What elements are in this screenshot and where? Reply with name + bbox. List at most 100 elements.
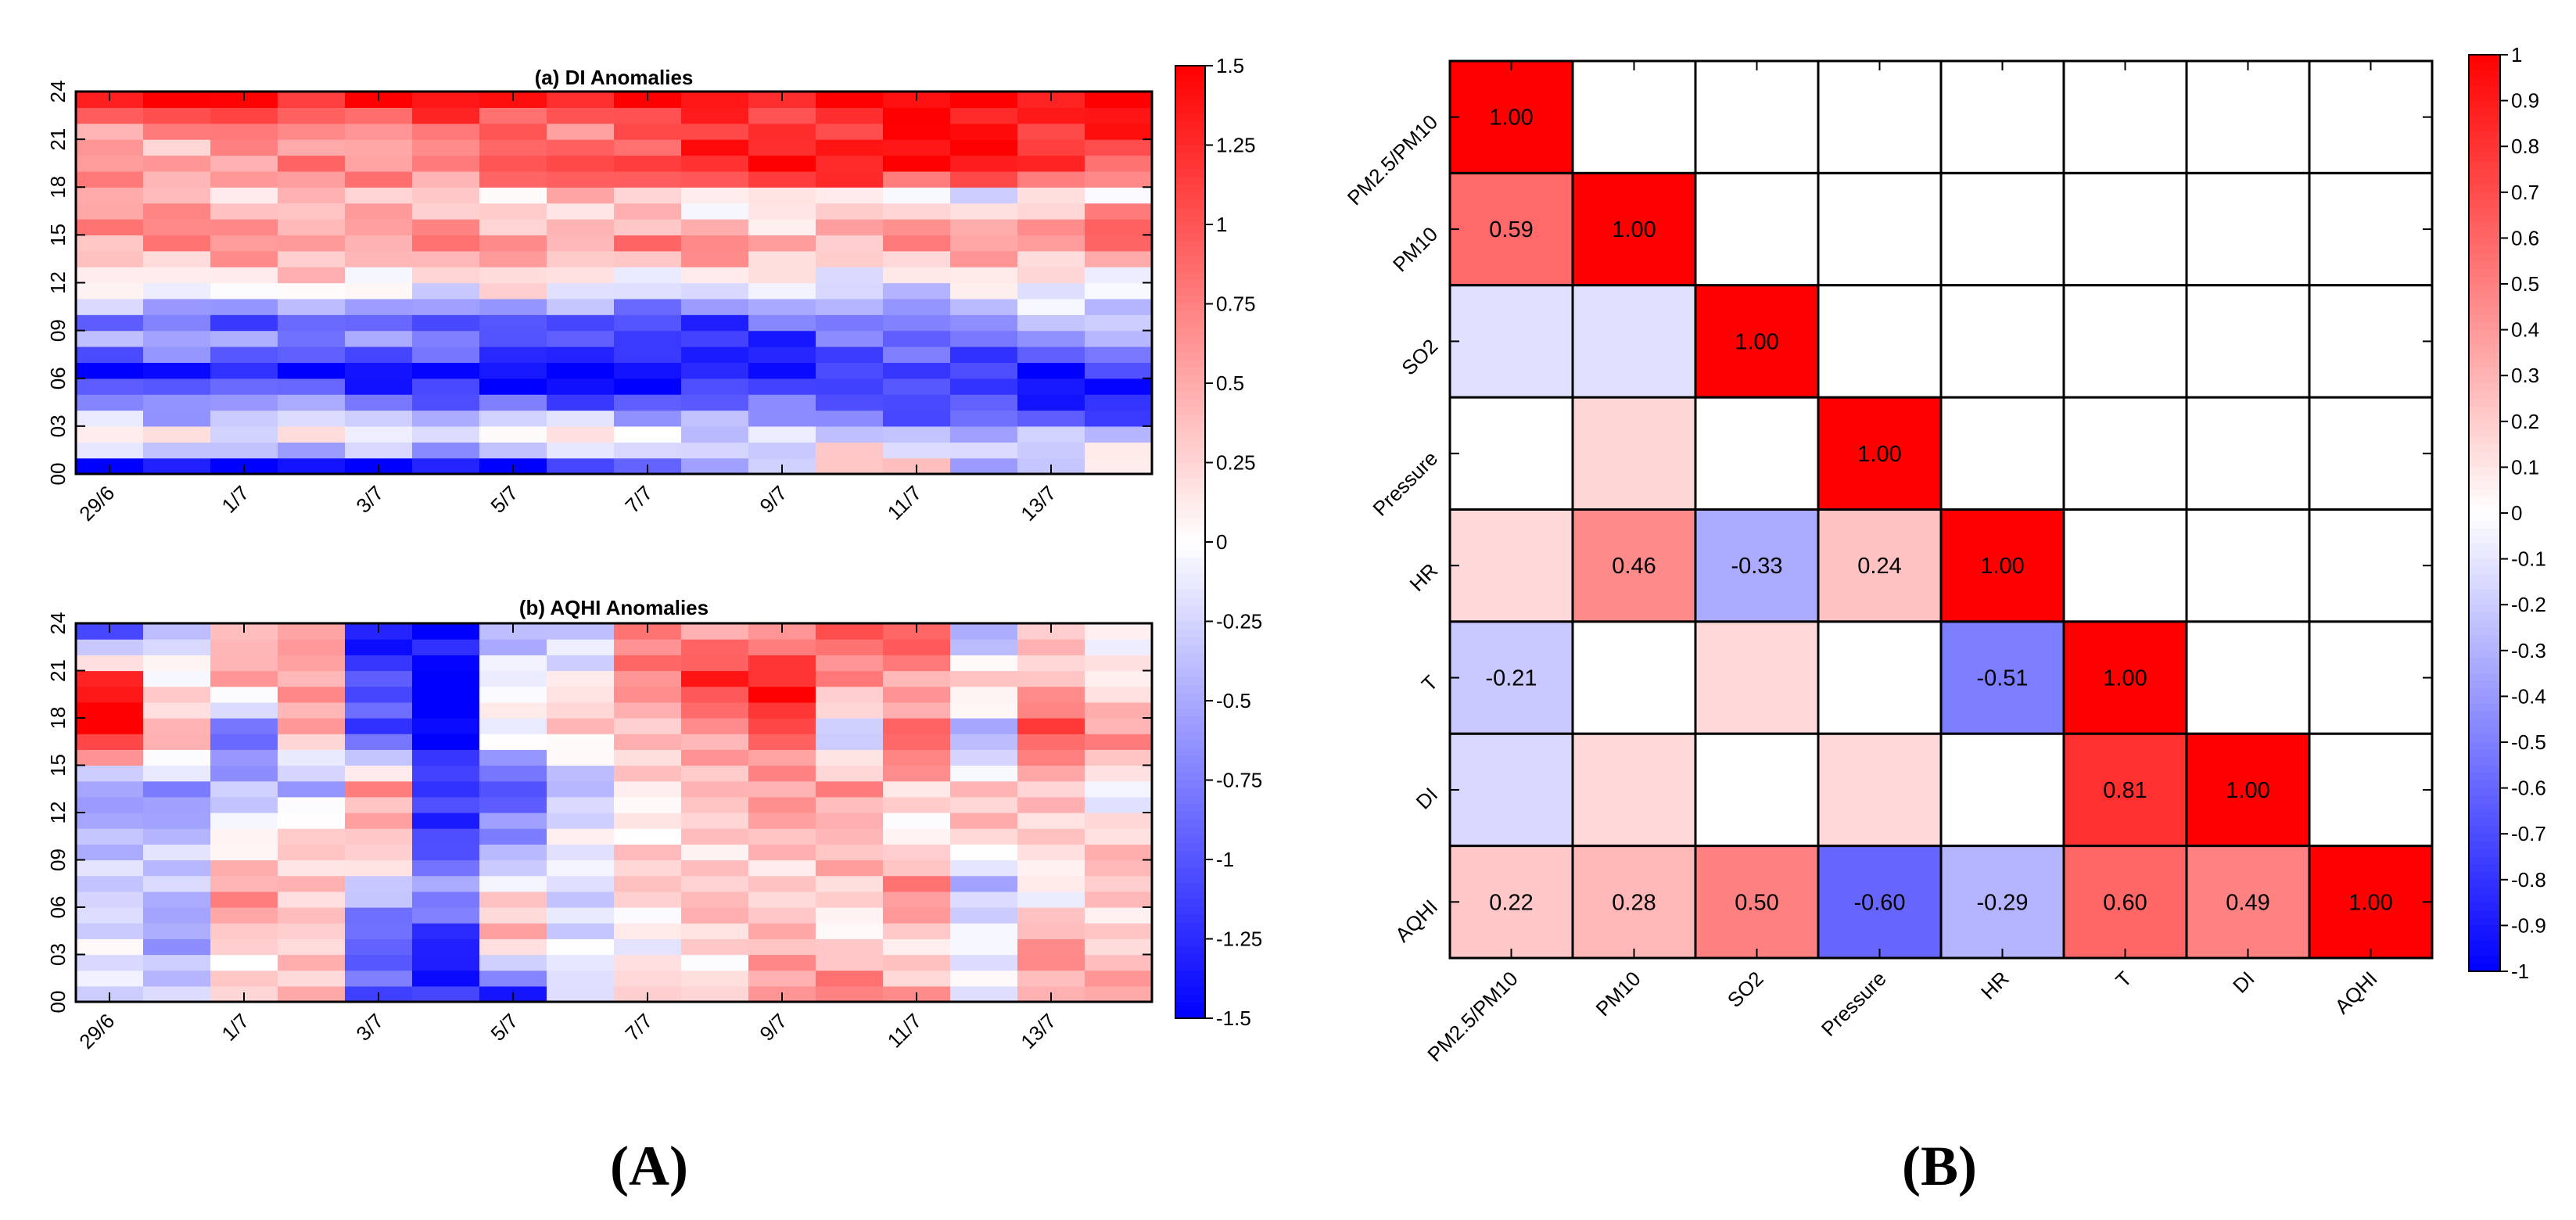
aqhi-cell bbox=[950, 765, 1018, 782]
anomalies-colorbar-step bbox=[1175, 439, 1205, 447]
aqhi-plot-frame bbox=[74, 622, 1153, 1003]
correlation-cell bbox=[1571, 620, 1697, 735]
aqhi-cell bbox=[816, 907, 884, 924]
di-cell bbox=[950, 170, 1018, 188]
di-cell bbox=[345, 442, 413, 459]
anomalies-colorbar-step bbox=[1175, 629, 1205, 638]
di-cell bbox=[681, 394, 749, 411]
correlation-plot-frame bbox=[1448, 59, 2434, 960]
di-cell bbox=[412, 346, 480, 363]
correlation-colorbar-step bbox=[2469, 77, 2500, 86]
aqhi-cell bbox=[278, 639, 346, 655]
aqhi-cell bbox=[76, 670, 144, 687]
di-cell bbox=[1017, 378, 1085, 395]
correlation-cell bbox=[1571, 508, 1697, 623]
aqhi-cell bbox=[412, 749, 480, 766]
aqhi-cell bbox=[816, 828, 884, 845]
di-cell bbox=[278, 155, 346, 172]
di-cell bbox=[1017, 235, 1085, 252]
aqhi-cell bbox=[412, 765, 480, 782]
di-heatmap-cells bbox=[76, 92, 1153, 475]
aqhi-cell bbox=[748, 891, 816, 908]
anomalies-colorbar: 1.5 1.25 1 0.75 0.5 0.25 0 -0.25 -0.5 -0.75 -1 -1.2… bbox=[1175, 54, 1262, 1030]
di-cell bbox=[614, 442, 682, 459]
di-plot-frame bbox=[74, 90, 1153, 475]
di-cell bbox=[883, 107, 951, 124]
aqhi-cell bbox=[479, 938, 547, 956]
di-cell bbox=[614, 282, 682, 300]
di-cell bbox=[210, 107, 278, 124]
di-cell bbox=[681, 282, 749, 300]
di-cell bbox=[950, 139, 1018, 156]
di-cell bbox=[479, 314, 547, 332]
aqhi-cell bbox=[143, 875, 211, 892]
anomalies-colorbar-step bbox=[1175, 875, 1205, 884]
di-cell bbox=[143, 442, 211, 459]
anomalies-colorbar-step bbox=[1175, 208, 1205, 217]
aqhi-cell bbox=[278, 686, 346, 703]
aqhi-cell bbox=[76, 875, 144, 892]
aqhi-cell bbox=[345, 796, 413, 813]
anomalies-colorbar-step bbox=[1175, 311, 1205, 321]
aqhi-cell bbox=[278, 891, 346, 908]
anomalies-colorbar-step bbox=[1175, 121, 1205, 130]
di-cell bbox=[278, 219, 346, 235]
correlation-colorbar-step bbox=[2469, 704, 2500, 712]
di-cell bbox=[883, 139, 951, 156]
di-cell bbox=[345, 219, 413, 235]
di-cell bbox=[614, 425, 682, 443]
di-cell bbox=[748, 155, 816, 172]
di-cell bbox=[1017, 219, 1085, 235]
di-cell bbox=[210, 362, 278, 379]
correlation-colorbar-step bbox=[2469, 574, 2500, 583]
anomalies-colorbar-step bbox=[1175, 137, 1205, 146]
di-cell bbox=[950, 235, 1018, 252]
correlation-colorbar-tick-label: 0.2 bbox=[2511, 410, 2539, 433]
di-cell bbox=[547, 442, 615, 459]
correlation-colorbar-step bbox=[2469, 956, 2500, 964]
di-cell bbox=[76, 107, 144, 124]
correlation-colorbar-step bbox=[2469, 544, 2500, 552]
aqhi-cell bbox=[143, 844, 211, 861]
di-cell bbox=[681, 410, 749, 427]
di-cell bbox=[748, 330, 816, 347]
aqhi-cell bbox=[143, 765, 211, 782]
aqhi-cell bbox=[816, 938, 884, 956]
di-cell bbox=[345, 107, 413, 124]
di-cell bbox=[210, 139, 278, 156]
di-cell bbox=[76, 170, 144, 188]
di-cell bbox=[883, 410, 951, 427]
aqhi-cell bbox=[345, 859, 413, 877]
aqhi-cell bbox=[681, 923, 749, 939]
di-cell bbox=[479, 282, 547, 300]
aqhi-cell bbox=[1085, 954, 1153, 971]
correlation-cell bbox=[2185, 508, 2311, 623]
aqhi-cell bbox=[479, 954, 547, 971]
anomalies-colorbar-step bbox=[1175, 351, 1205, 361]
di-cell bbox=[816, 282, 884, 300]
di-cell bbox=[210, 314, 278, 332]
anomalies-colorbar-tick-label: -0.5 bbox=[1216, 689, 1251, 712]
di-cell bbox=[1085, 346, 1153, 363]
aqhi-cell bbox=[681, 734, 749, 750]
correlation-cell bbox=[1448, 508, 1574, 623]
aqhi-cell bbox=[547, 718, 615, 734]
di-cell bbox=[748, 267, 816, 284]
di-cell bbox=[748, 425, 816, 443]
correlation-colorbar-step bbox=[2469, 398, 2500, 407]
anomalies-colorbar-step bbox=[1175, 923, 1205, 931]
anomalies-colorbar-step bbox=[1175, 296, 1205, 305]
anomalies-colorbar-step bbox=[1175, 962, 1205, 971]
di-cell bbox=[614, 107, 682, 124]
di-cell bbox=[76, 410, 144, 427]
correlation-cell bbox=[1571, 396, 1697, 511]
correlation-colorbar-step bbox=[2469, 246, 2500, 254]
correlation-value-label: 0.49 bbox=[2226, 890, 2269, 915]
correlation-cell bbox=[2062, 284, 2188, 399]
anomalies-colorbar-step bbox=[1175, 447, 1205, 455]
anomalies-colorbar-step bbox=[1175, 89, 1205, 99]
anomalies-colorbar-step bbox=[1175, 812, 1205, 820]
di-cell bbox=[950, 458, 1018, 475]
di-cell bbox=[278, 107, 346, 124]
di-cell bbox=[76, 267, 144, 284]
